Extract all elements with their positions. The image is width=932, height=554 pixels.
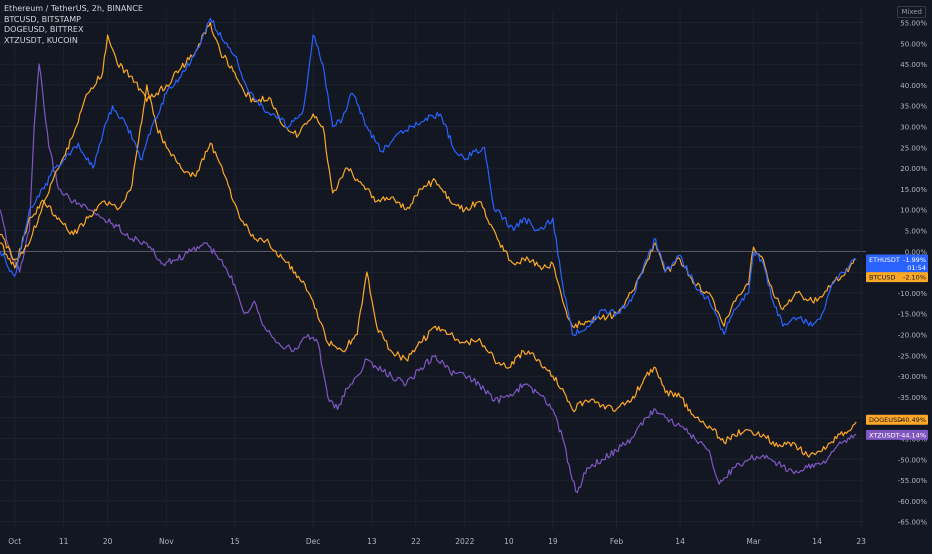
x-tick-label: 23 bbox=[856, 537, 866, 546]
y-tick-label: -35.00% bbox=[898, 394, 928, 402]
last-value-badge-dogeusd: DOGEUSD-40.49% bbox=[866, 414, 928, 425]
x-tick-label: 13 bbox=[367, 537, 377, 546]
grid-layer bbox=[0, 10, 866, 530]
y-tick-label: 20.00% bbox=[900, 165, 927, 173]
legend-main-symbol[interactable]: Ethereum / TetherUS, 2h, BINANCE bbox=[4, 4, 143, 13]
series-line-btcusd bbox=[0, 21, 857, 329]
badge-countdown: 01:54 bbox=[907, 264, 926, 272]
badge-value: -1.99% bbox=[903, 256, 926, 264]
badge-symbol: ETHUSDT bbox=[869, 256, 900, 264]
badge-bg bbox=[866, 414, 928, 425]
y-tick-label: 55.00% bbox=[900, 19, 927, 27]
badge-bg bbox=[866, 272, 928, 283]
y-tick-label: 5.00% bbox=[905, 227, 928, 235]
x-tick-label: 20 bbox=[103, 537, 113, 546]
badge-symbol: BTCUSD bbox=[869, 274, 895, 282]
y-tick-label: -10.00% bbox=[898, 290, 928, 298]
y-tick-label: 30.00% bbox=[900, 123, 927, 131]
legend-compare-xtzusdt[interactable]: XTZUSDT, KUCOIN bbox=[4, 35, 78, 45]
y-tick-label: -15.00% bbox=[898, 311, 928, 319]
x-tick-label: 11 bbox=[59, 537, 69, 546]
y-tick-label: -55.00% bbox=[898, 477, 928, 485]
x-tick-label: 22 bbox=[411, 537, 421, 546]
x-tick-label: Feb bbox=[610, 537, 624, 546]
x-tick-label: 14 bbox=[812, 537, 822, 546]
price-axis[interactable]: 55.00% 50.00% 45.00% 40.00% 35.00% 30.00% 25.0… bbox=[898, 19, 928, 526]
time-axis[interactable]: Oct 11 20 Nov 15 Dec 13 22 2022 10 19 Feb 14 Mar 14 23 bbox=[8, 537, 866, 546]
badge-value: -40.49% bbox=[899, 416, 926, 424]
badge-bg bbox=[866, 429, 928, 440]
y-tick-label: 45.00% bbox=[900, 61, 927, 69]
y-tick-label: -30.00% bbox=[898, 373, 928, 381]
y-tick-label: 35.00% bbox=[900, 103, 927, 111]
last-value-badge-ethusdt: ETHUSDT -1.99%01:54 bbox=[866, 254, 928, 273]
y-tick-label: 15.00% bbox=[900, 186, 927, 194]
x-tick-label: Mar bbox=[746, 537, 761, 546]
x-tick-label: 19 bbox=[548, 537, 558, 546]
badge-symbol: XTZUSDT bbox=[869, 431, 900, 439]
legend-compare-dogeusd[interactable]: DOGEUSD, BITTREX bbox=[4, 25, 84, 34]
y-tick-label: -65.00% bbox=[898, 519, 928, 527]
series-line-ethusdt bbox=[0, 17, 857, 337]
x-tick-label: 2022 bbox=[455, 537, 474, 546]
x-tick-label: 10 bbox=[504, 537, 514, 546]
y-tick-label: -20.00% bbox=[898, 331, 928, 339]
scale-mode-button[interactable]: Mixed bbox=[897, 6, 926, 18]
x-tick-label: Dec bbox=[306, 537, 321, 546]
x-tick-label: Oct bbox=[8, 537, 21, 546]
badge-value: -2.10% bbox=[903, 274, 926, 282]
x-tick-label: 14 bbox=[675, 537, 685, 546]
symbol-legend: Ethereum / TetherUS, 2h, BINANCE BTCUSD,… bbox=[4, 4, 143, 46]
y-tick-label: 25.00% bbox=[900, 144, 927, 152]
y-tick-label: -25.00% bbox=[898, 352, 928, 360]
last-value-badge-xtzusdt: XTZUSDT -44.14% bbox=[866, 429, 928, 440]
legend-compare-btcusd[interactable]: BTCUSD, BITSTAMP bbox=[4, 14, 81, 24]
y-tick-label: -60.00% bbox=[898, 498, 928, 506]
x-tick-label: 15 bbox=[230, 537, 240, 546]
badge-symbol: DOGEUSD bbox=[869, 416, 902, 424]
y-tick-label: -50.00% bbox=[898, 456, 928, 464]
badge-bg bbox=[866, 254, 928, 273]
x-tick-label: Nov bbox=[159, 537, 174, 546]
y-tick-label: 50.00% bbox=[900, 40, 927, 48]
y-tick-label: 10.00% bbox=[900, 207, 927, 215]
badge-value: -44.14% bbox=[899, 431, 926, 439]
series-line-dogeusd bbox=[0, 84, 857, 458]
y-tick-label: 0.00% bbox=[905, 248, 928, 256]
series-line-xtzusdt bbox=[0, 63, 857, 494]
y-tick-label: 40.00% bbox=[900, 82, 927, 90]
last-value-badge-btcusd: BTCUSD -2.10% bbox=[866, 272, 928, 283]
series-layer bbox=[0, 17, 857, 494]
